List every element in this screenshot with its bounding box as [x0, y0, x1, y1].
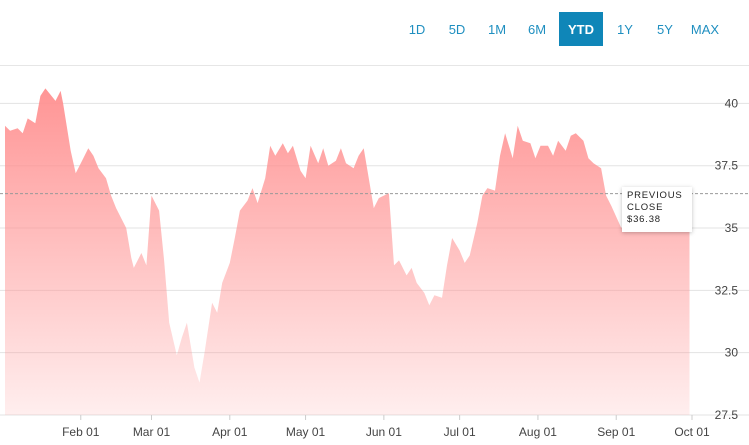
header-divider [0, 65, 749, 66]
time-range-selector: 1D 5D 1M 6M YTD 1Y 5Y MAX [397, 12, 725, 46]
range-button-5d[interactable]: 5D [448, 21, 466, 37]
x-tick-label: Mar 01 [133, 425, 171, 439]
x-tick-label: Aug 01 [519, 425, 557, 439]
y-axis: 27.5 30 32.5 35 37.5 40 [715, 96, 739, 422]
range-button-6m[interactable]: 6M [527, 21, 547, 37]
range-button-max[interactable]: MAX [690, 21, 720, 37]
x-tick-label: Jun 01 [366, 425, 402, 439]
y-tick-label: 35 [725, 221, 739, 235]
previous-close-value: $36.38 [627, 214, 661, 225]
x-tick-label: Sep 01 [597, 425, 635, 439]
range-button-ytd[interactable]: YTD [559, 12, 603, 46]
previous-close-label-2: CLOSE [627, 202, 664, 213]
range-button-5y[interactable]: 5Y [657, 21, 673, 37]
price-area [5, 88, 690, 416]
x-tick-label: Feb 01 [62, 425, 100, 439]
y-tick-label: 27.5 [715, 408, 739, 422]
price-area-path [5, 88, 690, 416]
x-tick-label: Oct 01 [674, 425, 710, 439]
x-axis: Feb 01 Mar 01 Apr 01 May 01 Jun 01 Jul 01 Aug … [62, 415, 710, 439]
range-button-1y[interactable]: 1Y [617, 21, 633, 37]
range-button-1d[interactable]: 1D [408, 21, 426, 37]
previous-close-label-1: PREVIOUS [627, 190, 683, 201]
x-tick-label: Jul 01 [444, 425, 476, 439]
x-tick-label: May 01 [286, 425, 326, 439]
y-tick-label: 37.5 [715, 159, 739, 173]
previous-close-badge: PREVIOUS CLOSE $36.38 [622, 187, 692, 232]
y-tick-label: 30 [725, 346, 739, 360]
y-tick-label: 32.5 [715, 283, 739, 297]
range-button-1m[interactable]: 1M [487, 21, 507, 37]
y-tick-label: 40 [725, 96, 739, 110]
x-tick-label: Apr 01 [212, 425, 248, 439]
